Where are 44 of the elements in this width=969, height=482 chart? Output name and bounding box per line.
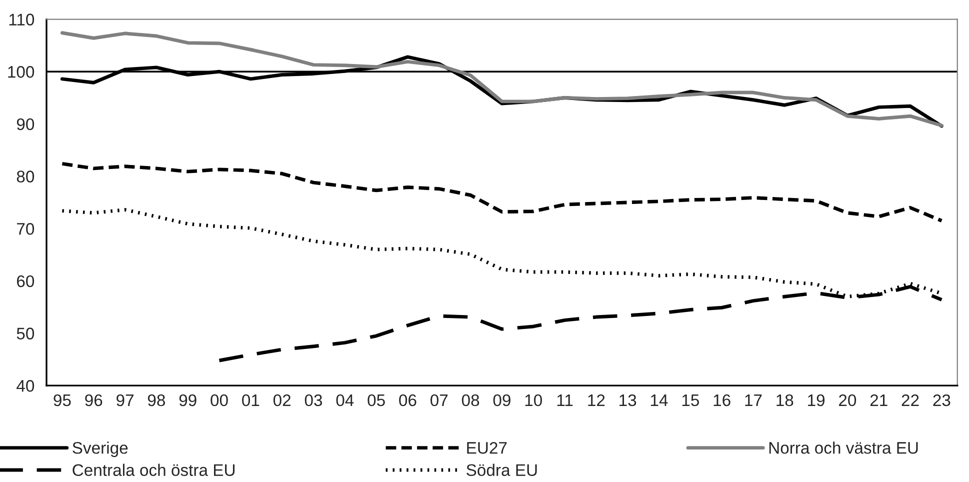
legend-label: Sverige	[72, 442, 128, 458]
y-tick-label: 70	[17, 223, 34, 235]
x-tick-label: 19	[808, 394, 825, 406]
x-tick-label: 15	[682, 394, 699, 406]
x-tick-label: 17	[745, 394, 762, 406]
legend-label: Centrala och östra EU	[72, 464, 235, 476]
x-tick-label: 09	[493, 394, 510, 406]
x-tick-label: 21	[870, 394, 888, 406]
x-tick-label: 06	[399, 394, 416, 406]
x-tick-label: 18	[776, 394, 794, 406]
x-tick-label: 95	[54, 394, 71, 406]
x-tick-label: 99	[179, 394, 196, 406]
y-tick-label: 80	[16, 170, 34, 182]
line-series	[60, 162, 944, 222]
y-tick-label: 60	[17, 275, 34, 288]
x-tick-label: 10	[525, 394, 542, 406]
legend-label: EU27	[467, 442, 507, 454]
legend-label: Norra och västra EU	[769, 442, 918, 454]
x-tick-label: 16	[714, 394, 730, 406]
x-tick-label: 22	[902, 394, 919, 406]
x-tick-label: 20	[839, 394, 856, 406]
x-tick-label: 98	[148, 394, 165, 406]
x-tick-label: 11	[557, 394, 573, 406]
x-tick-label: 14	[650, 394, 668, 406]
y-tick-label: 110	[9, 14, 34, 26]
x-tick-label: 23	[933, 394, 950, 406]
x-tick-label: 02	[273, 394, 291, 406]
x-tick-label: 97	[116, 394, 134, 406]
x-tick-label: 04	[336, 394, 354, 406]
legend-label: Södra EU	[466, 464, 537, 476]
x-tick-label: 01	[242, 394, 260, 406]
x-tick-label: 03	[304, 394, 322, 406]
y-tick-label: 100	[8, 66, 34, 78]
y-tick-label: 90	[16, 118, 34, 130]
x-tick-label: 12	[588, 394, 605, 406]
x-tick-label: 96	[85, 394, 102, 406]
x-tick-label: 00	[210, 394, 228, 406]
x-tick-label: 07	[430, 394, 448, 406]
x-tick-label: 08	[462, 394, 480, 406]
line-series	[60, 31, 944, 128]
x-tick-label: 13	[620, 394, 636, 406]
y-tick-label: 40	[16, 380, 34, 392]
x-tick-label: 05	[368, 394, 385, 406]
y-tick-label: 50	[16, 328, 34, 340]
